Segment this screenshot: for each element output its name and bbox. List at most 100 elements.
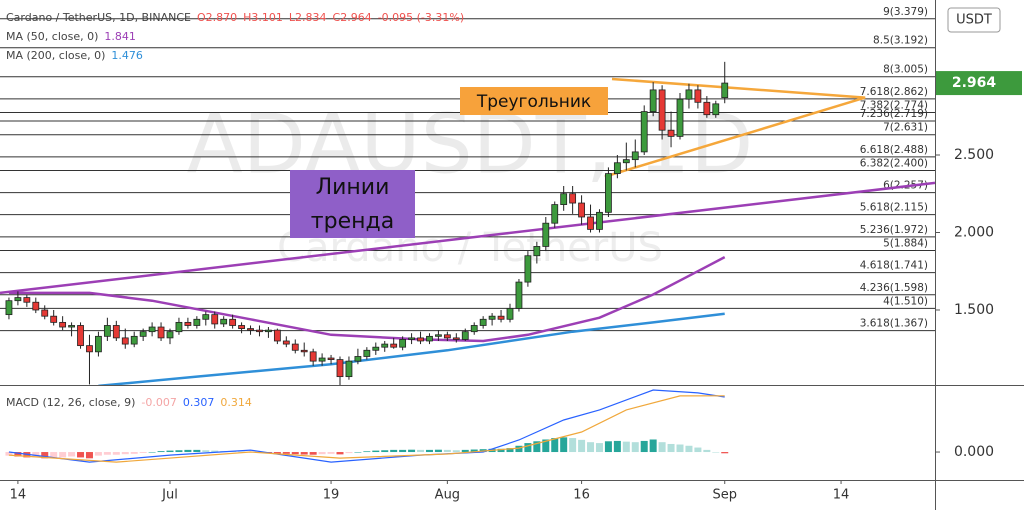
candle-body <box>86 345 93 353</box>
candle-body <box>282 340 290 345</box>
candle-body <box>622 159 630 164</box>
candle-body <box>291 343 299 351</box>
fib-label: 9(3.379) <box>883 6 928 18</box>
macd-value: 0.314 <box>220 396 252 409</box>
fib-label: 5.236(1.972) <box>860 224 928 236</box>
ma-line <box>98 312 725 385</box>
macd-histogram-bar <box>14 452 22 457</box>
candle-body <box>309 351 317 362</box>
fib-label: 7.236(2.719) <box>860 108 928 120</box>
candle-body <box>130 335 138 345</box>
macd-histogram-bar <box>309 452 317 455</box>
candle-body <box>166 331 174 339</box>
macd-histogram-bar <box>363 451 371 453</box>
candle-body <box>121 337 129 345</box>
candle-body <box>613 162 621 174</box>
macd-histogram-bar <box>327 452 335 454</box>
candle-body <box>399 339 407 348</box>
candle-body <box>148 326 156 333</box>
macd-histogram-bar <box>77 452 85 458</box>
macd-histogram-bar <box>238 451 246 453</box>
macd-histogram-bar <box>282 452 290 454</box>
candle-body <box>524 255 532 283</box>
candle-body <box>184 321 192 326</box>
candle-body <box>256 329 263 333</box>
candle-body <box>211 314 219 325</box>
x-tick-label: Sep <box>712 488 737 503</box>
fib-label: 7.618(2.862) <box>860 86 928 98</box>
macd-histogram-bar <box>41 452 49 459</box>
macd-histogram-bar <box>533 441 541 453</box>
macd-histogram-bar <box>551 438 559 453</box>
macd-histogram-bar <box>524 443 532 453</box>
macd-histogram-bar <box>560 437 568 453</box>
macd-histogram-bar <box>694 447 702 453</box>
candle-body <box>300 349 308 353</box>
candle-body <box>488 315 496 320</box>
candle-body <box>273 329 281 342</box>
macd-histogram-bar <box>658 442 666 453</box>
macd-histogram-bar <box>148 452 156 453</box>
macd-histogram-bar <box>712 452 720 453</box>
fib-label: 7(2.631) <box>883 122 928 134</box>
x-tick-label: 19 <box>323 488 340 503</box>
ohlc-value: L2.834 <box>289 11 327 24</box>
macd-line <box>8 395 725 463</box>
ma-name: MA (200, close, 0) <box>6 49 105 62</box>
macd-histogram-bar <box>443 449 451 453</box>
macd-line <box>8 389 725 463</box>
macd-title: MACD (12, 26, close, 9) <box>6 396 135 409</box>
macd-histogram-bar <box>667 443 675 453</box>
currency: USDT <box>956 13 992 28</box>
fib-label: 6.618(2.488) <box>860 144 928 156</box>
candle-body <box>408 337 415 340</box>
candle-body <box>345 360 353 378</box>
candle-body <box>193 318 201 326</box>
candle-body <box>658 89 666 131</box>
ma-value: 1.476 <box>111 49 143 62</box>
fib-label: 6.382(2.400) <box>860 157 928 169</box>
macd-y-tick-label: 0.000 <box>954 444 994 460</box>
fib-label: 5(1.884) <box>883 237 928 249</box>
candle-body <box>68 325 75 328</box>
macd-pane <box>5 389 729 463</box>
ohlc-value: -0.095 (-3.31%) <box>378 11 464 24</box>
macd-histogram-bar <box>685 445 693 453</box>
candle-body <box>59 321 67 328</box>
macd-histogram-bar <box>318 452 326 455</box>
macd-histogram-bar <box>399 449 407 453</box>
candle-body <box>703 101 711 116</box>
candle-body <box>417 337 424 342</box>
macd-histogram-bar <box>5 452 13 456</box>
candle-body <box>327 357 335 360</box>
candle-body <box>202 314 210 320</box>
candle-body <box>605 173 612 213</box>
macd-histogram-bar <box>595 443 603 453</box>
x-tick-label: Jul <box>161 488 178 503</box>
macd-histogram-bar <box>68 452 76 457</box>
macd-histogram-bar <box>273 452 281 454</box>
macd-histogram-bar <box>175 450 183 453</box>
macd-histogram-bar <box>345 452 353 454</box>
macd-histogram-bar <box>32 452 40 458</box>
macd-histogram-bar <box>85 452 93 459</box>
candle-body <box>381 343 389 348</box>
macd-histogram-bar <box>676 444 684 453</box>
macd-histogram-bar <box>372 450 380 453</box>
macd-histogram-bar <box>613 440 621 453</box>
ma-legend: MA (200, close, 0) 1.476 <box>6 49 143 62</box>
candle-body <box>265 329 272 333</box>
candle-body <box>542 222 550 247</box>
annotation-text: Линии <box>316 175 390 200</box>
candle-body <box>569 193 577 204</box>
price-tag-label: 2.964 <box>952 75 997 91</box>
currency-box <box>947 7 1001 33</box>
candle-body <box>435 334 442 337</box>
candle-body <box>363 349 371 357</box>
candle-body <box>515 281 523 309</box>
candle-body <box>77 325 84 347</box>
annotation-text: Треугольник <box>476 92 591 112</box>
fib-label: 4(1.510) <box>883 295 928 307</box>
price-tag <box>936 71 1022 96</box>
